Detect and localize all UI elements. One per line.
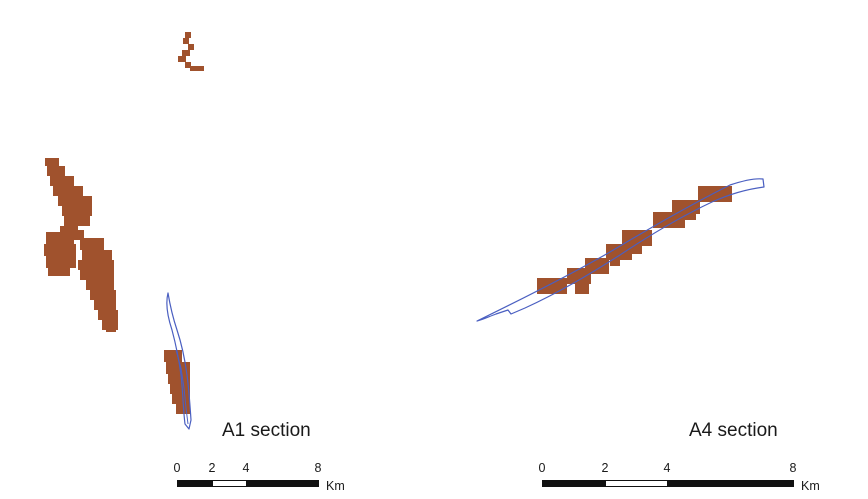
a1-land-patch bbox=[64, 216, 90, 226]
a4-route-path bbox=[476, 178, 765, 322]
a1-section-label: A1 section bbox=[222, 420, 311, 441]
a4-scale-unit: Km bbox=[801, 479, 820, 493]
a1-land-patch bbox=[45, 158, 59, 166]
a1-land-patch bbox=[102, 320, 118, 330]
a1-land-patch bbox=[172, 394, 190, 404]
a1-land-patch bbox=[94, 300, 116, 310]
a1-land-patch bbox=[80, 270, 114, 280]
a1-land-patch bbox=[47, 166, 65, 176]
a4-scale-tick-4: 4 bbox=[663, 461, 671, 475]
a4-land-patch bbox=[684, 214, 696, 220]
a1-land-patch bbox=[72, 230, 84, 240]
a1-land-patch bbox=[78, 260, 114, 270]
a1-land-patch bbox=[176, 404, 190, 414]
a1-land-patch bbox=[188, 44, 194, 50]
a1-land-patch bbox=[170, 384, 190, 394]
a4-route-outline bbox=[476, 178, 765, 322]
a4-land-patches bbox=[537, 186, 732, 294]
a1-route-inner bbox=[175, 349, 189, 425]
a1-route-path bbox=[166, 292, 192, 430]
a4-scale-segment-3 bbox=[667, 480, 794, 487]
a4-land-patch bbox=[628, 246, 642, 254]
a1-land-patch bbox=[48, 268, 70, 276]
a1-land-patch bbox=[46, 232, 74, 244]
a4-land-patch bbox=[585, 258, 609, 274]
a4-land-patch bbox=[575, 284, 589, 294]
a1-land-patch bbox=[46, 256, 76, 268]
a1-land-patch bbox=[90, 290, 116, 300]
a1-scale-segment-1 bbox=[177, 480, 213, 487]
a1-scale-tick-8: 8 bbox=[314, 461, 322, 475]
a1-land-patches bbox=[44, 32, 204, 414]
a1-land-patch bbox=[185, 32, 191, 38]
a4-section-label: A4 section bbox=[689, 420, 778, 441]
a1-land-patch bbox=[166, 362, 190, 374]
a1-land-patch bbox=[58, 196, 92, 206]
a1-land-patch bbox=[182, 50, 190, 56]
a1-scale-segment-2 bbox=[212, 480, 247, 487]
a1-land-patch bbox=[60, 226, 78, 234]
a1-land-patch bbox=[80, 238, 104, 250]
a1-land-patch bbox=[183, 38, 189, 44]
a1-scale-tick-4: 4 bbox=[242, 461, 250, 475]
a4-scale-segment-2 bbox=[605, 480, 668, 487]
a1-land-patch bbox=[62, 206, 92, 216]
a1-land-patch bbox=[190, 66, 204, 71]
a4-scale-segment-1 bbox=[542, 480, 606, 487]
a1-land-patch bbox=[185, 62, 191, 68]
a1-land-patch bbox=[178, 56, 186, 62]
a4-land-patch bbox=[653, 212, 685, 228]
a1-route-outline bbox=[166, 292, 192, 430]
a1-land-patch bbox=[168, 374, 190, 384]
a4-scale-tick-2: 2 bbox=[601, 461, 609, 475]
a4-land-patch bbox=[622, 230, 652, 246]
a1-land-patch bbox=[106, 328, 116, 332]
a1-scale-tick-0: 0 bbox=[173, 461, 181, 475]
a4-land-patch bbox=[537, 278, 567, 294]
a4-land-patch bbox=[698, 186, 732, 202]
a1-land-patch bbox=[82, 250, 112, 260]
a4-scale-tick-0: 0 bbox=[538, 461, 546, 475]
a1-land-patch bbox=[53, 186, 83, 196]
a4-land-patch bbox=[610, 260, 620, 266]
a1-land-patch bbox=[44, 244, 76, 256]
a1-scale-unit: Km bbox=[326, 479, 345, 493]
a4-scale-tick-8: 8 bbox=[789, 461, 797, 475]
a1-scale-segment-3 bbox=[246, 480, 319, 487]
a1-land-patch bbox=[86, 280, 114, 290]
a4-land-patch bbox=[606, 244, 632, 260]
a4-land-patch bbox=[672, 200, 700, 214]
a1-land-patch bbox=[98, 310, 118, 320]
a1-land-patch bbox=[50, 176, 74, 186]
a1-scale-tick-2: 2 bbox=[208, 461, 216, 475]
